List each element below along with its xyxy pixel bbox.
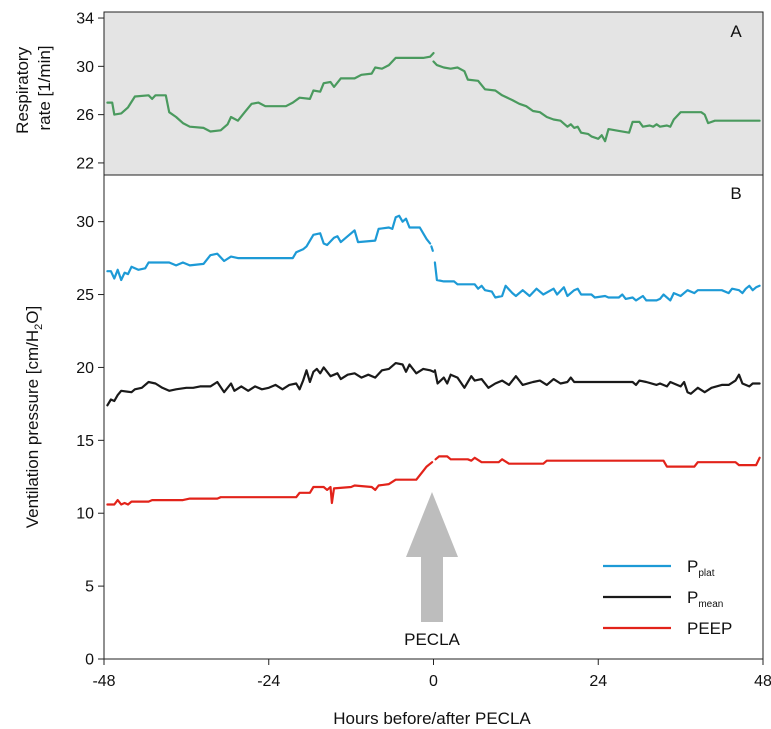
x-tick-label: -48 xyxy=(92,673,115,690)
pecla-label: PECLA xyxy=(404,630,460,649)
panel-a-series xyxy=(106,51,761,143)
x-axis-title: Hours before/after PECLA xyxy=(333,709,531,728)
x-tick-label: 48 xyxy=(754,673,771,690)
legend-pplat-sub: plat xyxy=(698,568,714,579)
panel-a-y-tick-label: 34 xyxy=(76,11,94,28)
panel-b-x-ticks: -48 -24 0 24 48 xyxy=(92,659,771,690)
panel-b-y-tick-label: 15 xyxy=(76,433,94,450)
panel-b-y-tick-label: 20 xyxy=(76,360,94,377)
panel-b-y-tick-label: 10 xyxy=(76,506,94,523)
panel-b: B 0 5 10 15 20 25 30 -48 -24 0 24 48 PECLA Pplat P… xyxy=(23,174,771,728)
x-tick-label: 0 xyxy=(429,673,438,690)
legend-pplat-main: P xyxy=(687,557,698,576)
legend-item-peep: PEEP xyxy=(603,619,732,638)
pecla-annotation: PECLA xyxy=(404,492,461,649)
legend: Pplat Pmean PEEP xyxy=(603,557,732,638)
panel-a-y-axis-title: Respiratory rate [1/min] xyxy=(13,42,54,134)
legend-label-pmean: Pmean xyxy=(687,588,723,610)
panel-a-y-tick-label: 30 xyxy=(76,59,94,76)
panel-b-series-pplat-segment-2 xyxy=(433,261,761,302)
panel-a-y-axis-title-line1: Respiratory xyxy=(13,46,32,133)
legend-pmean-sub: mean xyxy=(698,599,723,610)
legend-label-pplat: Pplat xyxy=(687,557,715,579)
panel-b-series xyxy=(106,214,761,506)
panel-b-series-peep-segment-0 xyxy=(106,461,434,506)
panel-b-series-pplat-segment-0 xyxy=(106,214,432,282)
panel-a-plot-area xyxy=(103,11,764,176)
panel-b-y-axis-title-a: Ventilation pressure [cm/H xyxy=(23,330,42,528)
panel-b-y-axis-title-b: O] xyxy=(23,306,42,324)
legend-label-peep: PEEP xyxy=(687,619,732,638)
panel-b-y-tick-label: 25 xyxy=(76,287,94,304)
panel-b-y-axis-title: Ventilation pressure [cm/H2O] xyxy=(23,306,45,529)
panel-a-y-axis-title-line2: rate [1/min] xyxy=(35,45,54,130)
panel-b-series-peep-segment-1 xyxy=(434,455,761,468)
legend-item-pmean: Pmean xyxy=(603,588,723,610)
x-tick-label: -24 xyxy=(257,673,280,690)
panel-b-series-pplat-segment-1 xyxy=(430,245,434,252)
panel-a-series-0-segment-1 xyxy=(432,60,761,143)
panel-b-label: B xyxy=(730,184,741,203)
panel-b-series-pmean-segment-1 xyxy=(433,369,761,395)
panel-a-label: A xyxy=(730,22,742,41)
panel-a: A 22 26 30 34 Respiratory rate [1/min] xyxy=(13,11,764,176)
pecla-arrow xyxy=(406,492,458,622)
legend-item-pplat: Pplat xyxy=(603,557,715,579)
panel-b-series-pmean-segment-0 xyxy=(106,362,435,407)
panel-b-y-tick-label: 5 xyxy=(85,579,94,596)
x-tick-label: 24 xyxy=(589,673,607,690)
panel-b-y-ticks: 0 5 10 15 20 25 30 xyxy=(76,214,104,669)
panel-a-y-tick-label: 26 xyxy=(76,107,94,124)
panel-a-y-ticks: 22 26 30 34 xyxy=(76,11,104,172)
panel-b-y-tick-label: 30 xyxy=(76,214,94,231)
panel-a-series-0-segment-0 xyxy=(106,51,435,133)
panel-b-y-axis-title-sub: 2 xyxy=(33,324,45,330)
legend-pmean-main: P xyxy=(687,588,698,607)
panel-a-y-tick-label: 22 xyxy=(76,155,94,172)
panel-b-y-tick-label: 0 xyxy=(85,652,94,669)
